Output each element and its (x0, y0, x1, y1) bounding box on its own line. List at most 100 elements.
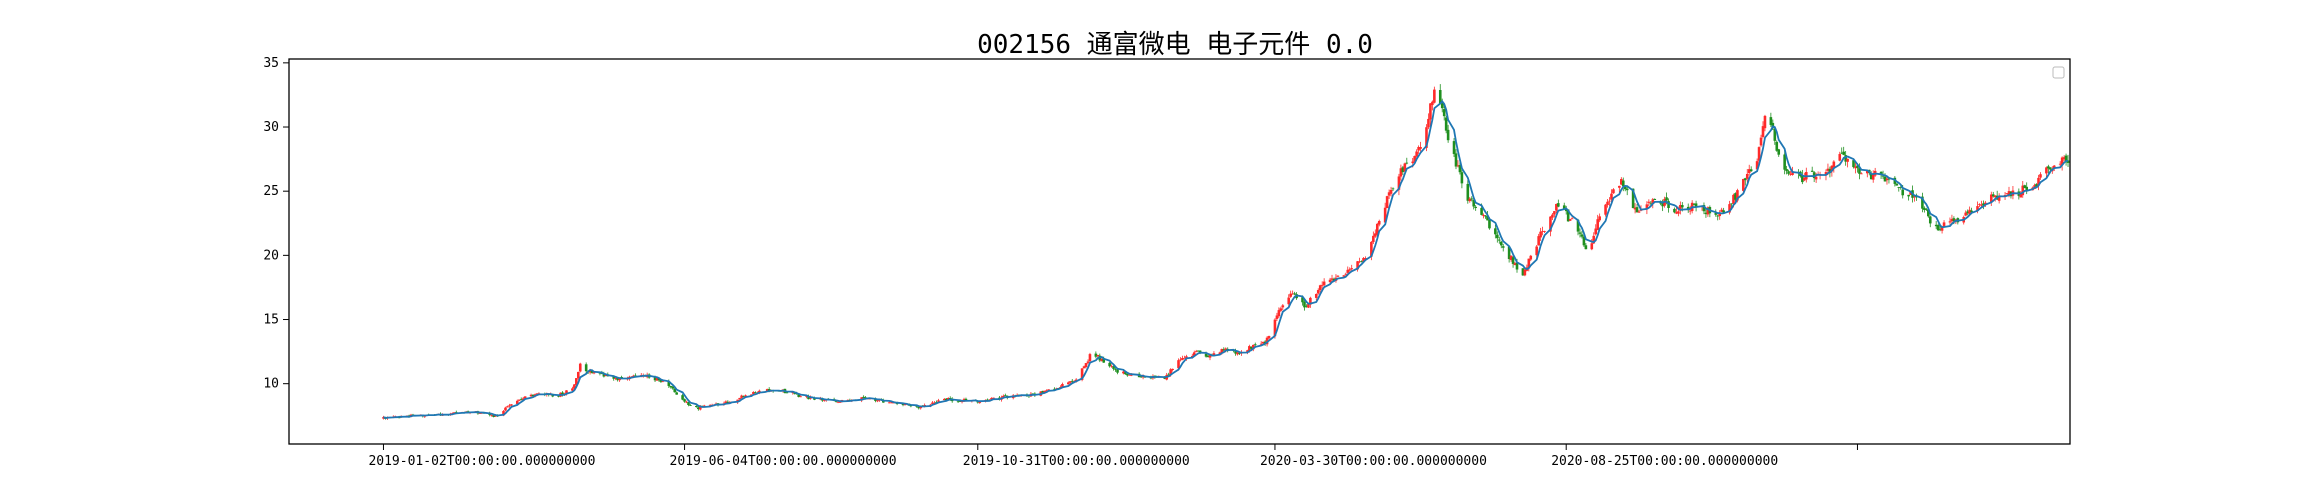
candle-body (752, 391, 755, 395)
candle-body (1328, 279, 1332, 283)
candle-body (2005, 193, 2009, 194)
candle-body (1053, 388, 1056, 390)
candle-body (1714, 212, 1718, 215)
candle-body (1342, 275, 1346, 277)
candle-body (1171, 368, 1174, 371)
candle-body (2049, 167, 2052, 170)
candle-body (1828, 168, 1832, 174)
candle-body (1923, 207, 1926, 210)
candle-body (1377, 220, 1381, 225)
candle-body (1791, 171, 1794, 175)
candle-body (1509, 256, 1513, 260)
candle-body (1169, 369, 1172, 375)
candle-body (740, 395, 743, 398)
candle-body (681, 395, 684, 400)
candle-body (1185, 356, 1188, 359)
candle-body (1513, 263, 1517, 266)
candle-body (1096, 354, 1100, 357)
candle-body (510, 404, 513, 406)
candle-body (478, 413, 482, 414)
candle-body (1194, 351, 1198, 353)
candle-body (1456, 165, 1460, 167)
x-tick-label: 2020-08-25T00:00:00.000000000 (1551, 454, 1778, 469)
x-axis: 2019-01-02T00:00:00.000000000 2019-06-04T… (368, 444, 1858, 469)
candle-body (1984, 202, 1987, 205)
candle-body (1468, 198, 1472, 202)
candle-body (1399, 168, 1403, 177)
candle-body (2039, 174, 2042, 178)
candle-body (1692, 204, 1696, 206)
candle-body (1582, 236, 1586, 246)
candle-body (1124, 372, 1127, 375)
candle-body (1677, 211, 1680, 214)
candle-body (1122, 371, 1125, 374)
candle-body (1606, 201, 1609, 206)
candle-body (1391, 188, 1395, 190)
candle-body (1484, 215, 1487, 217)
candle-body (992, 397, 995, 399)
candle-body (1555, 203, 1558, 211)
candle-body (1688, 210, 1692, 212)
candle-body (653, 377, 657, 381)
candle-body (917, 406, 921, 409)
candle-body (1858, 168, 1861, 174)
candle-body (655, 377, 659, 381)
candle-body (1982, 203, 1985, 206)
candle-body (1997, 195, 2001, 201)
candle-body (1224, 348, 1228, 351)
candle-body (1047, 389, 1050, 391)
candle-body (2019, 194, 2023, 198)
candle-body (1913, 196, 1916, 198)
candle-body (1279, 308, 1283, 311)
candle-body (1722, 210, 1725, 213)
candle-body (1360, 261, 1363, 263)
candle-body (868, 398, 871, 400)
x-tick-label: 2019-06-04T00:00:00.000000000 (670, 454, 897, 469)
candle-body (1553, 211, 1556, 215)
candle-body (1446, 129, 1450, 141)
candle-body (1747, 169, 1751, 174)
candle-body (1623, 186, 1627, 190)
candle-body (1429, 103, 1432, 120)
candle-body (1427, 118, 1430, 128)
candle-body (1196, 350, 1200, 352)
candle-body (1927, 209, 1930, 217)
candle-body (1537, 236, 1540, 246)
candle-body (1745, 173, 1749, 179)
candle-body (889, 402, 893, 404)
candle-body (1633, 207, 1637, 210)
candle-body (1681, 205, 1684, 208)
candle-body (1720, 209, 1723, 212)
candle-body (1940, 226, 1944, 231)
candle-body (1761, 126, 1765, 137)
candle-body (1222, 349, 1226, 351)
y-tick-label: 35 (263, 56, 279, 71)
candle-body (1566, 209, 1570, 222)
candle-body (1775, 141, 1779, 151)
candle-body (1179, 359, 1182, 361)
candle-body (1991, 194, 1995, 197)
candle-body (2052, 165, 2056, 169)
candle-body (1291, 293, 1294, 295)
candle-body (1116, 369, 1119, 373)
candle-body (1486, 215, 1489, 221)
y-tick-label: 10 (263, 377, 279, 392)
candle-body (1812, 172, 1816, 179)
candle-body (1844, 155, 1847, 162)
candle-body (604, 374, 608, 376)
candle-body (1488, 220, 1491, 229)
candle-body (1318, 285, 1322, 291)
candle-body (944, 398, 948, 401)
candle-body (1100, 359, 1104, 362)
candle-body (1389, 190, 1393, 194)
candle-body (1562, 205, 1566, 210)
candle-body (1236, 352, 1239, 355)
candle-body (1067, 382, 1070, 385)
candle-body (1909, 191, 1912, 195)
candle-body (1259, 343, 1263, 345)
candle-body (1826, 168, 1830, 171)
candle-body (724, 401, 728, 404)
candle-body (836, 401, 840, 403)
candle-body (2060, 157, 2064, 165)
candle-body (689, 405, 692, 406)
